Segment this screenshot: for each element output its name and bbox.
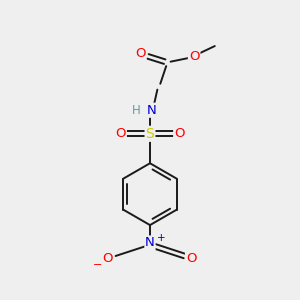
Text: S: S: [146, 127, 154, 141]
Text: +: +: [157, 233, 166, 243]
Text: −: −: [93, 260, 102, 270]
Text: O: O: [186, 252, 196, 266]
Text: O: O: [189, 50, 200, 63]
Text: N: N: [147, 104, 156, 117]
Text: O: O: [135, 47, 146, 60]
Text: N: N: [145, 236, 155, 249]
Text: O: O: [103, 252, 113, 266]
Text: H: H: [131, 104, 140, 117]
Text: O: O: [115, 127, 126, 140]
Text: O: O: [174, 127, 185, 140]
